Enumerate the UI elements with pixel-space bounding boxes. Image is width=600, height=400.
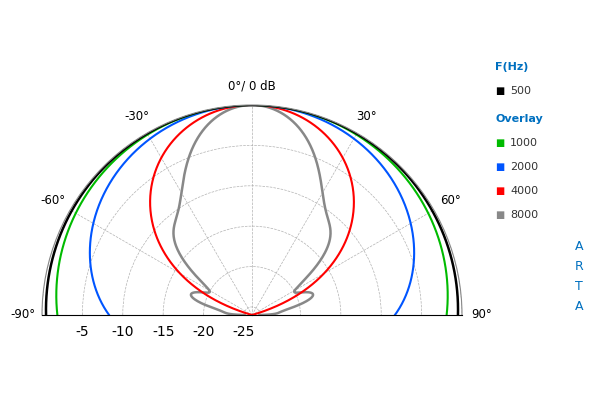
Text: 1000: 1000	[510, 138, 538, 148]
Text: 4000: 4000	[510, 186, 538, 196]
Text: F(Hz): F(Hz)	[495, 62, 529, 72]
Text: 2000: 2000	[510, 162, 538, 172]
Text: Overlay: Overlay	[495, 114, 543, 124]
Text: A: A	[575, 240, 583, 253]
Text: ■: ■	[495, 186, 504, 196]
Text: A: A	[575, 300, 583, 313]
Text: 8000: 8000	[510, 210, 538, 220]
Text: ■: ■	[495, 138, 504, 148]
Text: T: T	[575, 280, 583, 293]
Text: R: R	[575, 260, 583, 273]
Text: ■: ■	[495, 210, 504, 220]
Text: ■: ■	[495, 86, 504, 96]
Text: 500: 500	[510, 86, 531, 96]
Text: ■: ■	[495, 162, 504, 172]
